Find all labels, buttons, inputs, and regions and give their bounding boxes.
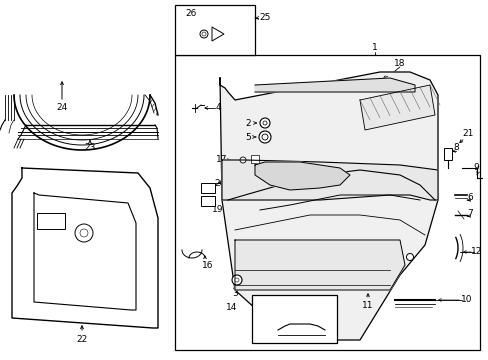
Text: 13: 13 xyxy=(389,253,401,262)
Text: 15: 15 xyxy=(264,298,276,307)
Circle shape xyxy=(406,253,413,261)
Circle shape xyxy=(75,224,93,242)
Circle shape xyxy=(260,118,269,128)
Text: 4: 4 xyxy=(215,104,221,112)
Circle shape xyxy=(200,30,207,38)
Text: 12: 12 xyxy=(470,248,482,256)
Text: 8: 8 xyxy=(452,144,458,153)
Polygon shape xyxy=(12,168,158,328)
Bar xyxy=(175,55,479,350)
Polygon shape xyxy=(222,160,437,200)
Text: 5: 5 xyxy=(244,132,250,141)
Text: 17: 17 xyxy=(216,156,227,165)
Text: 11: 11 xyxy=(362,301,373,310)
Bar xyxy=(201,183,215,193)
Polygon shape xyxy=(235,240,404,290)
Bar xyxy=(251,295,336,343)
Text: 10: 10 xyxy=(460,296,472,305)
Polygon shape xyxy=(34,193,136,310)
Circle shape xyxy=(259,131,270,143)
Circle shape xyxy=(231,275,242,285)
Text: 20: 20 xyxy=(214,179,225,188)
Polygon shape xyxy=(254,162,349,190)
Bar xyxy=(443,148,451,160)
Text: 18: 18 xyxy=(393,58,405,68)
Text: 19: 19 xyxy=(212,206,224,215)
Text: 14: 14 xyxy=(226,302,237,311)
Circle shape xyxy=(262,134,267,140)
Polygon shape xyxy=(359,85,434,130)
Text: 24: 24 xyxy=(56,104,67,112)
Text: 7: 7 xyxy=(466,208,472,217)
Text: 9: 9 xyxy=(472,163,478,172)
Bar xyxy=(250,155,259,163)
Polygon shape xyxy=(254,78,414,92)
Polygon shape xyxy=(220,72,437,340)
Text: 3: 3 xyxy=(232,288,237,297)
Text: 1: 1 xyxy=(371,44,377,53)
Circle shape xyxy=(202,32,205,36)
Circle shape xyxy=(263,121,266,125)
Text: 2: 2 xyxy=(244,118,250,127)
Text: 6: 6 xyxy=(466,193,472,202)
Text: 21: 21 xyxy=(461,129,473,138)
Circle shape xyxy=(235,278,239,282)
Polygon shape xyxy=(212,27,224,41)
Circle shape xyxy=(240,157,245,163)
Text: 16: 16 xyxy=(202,261,213,270)
Text: 25: 25 xyxy=(259,13,270,22)
Text: 22: 22 xyxy=(76,336,87,345)
Bar xyxy=(201,196,215,206)
Text: 26: 26 xyxy=(184,9,196,18)
Text: 23: 23 xyxy=(84,144,96,153)
Circle shape xyxy=(80,229,88,237)
Bar xyxy=(175,5,254,55)
Bar xyxy=(37,213,65,229)
